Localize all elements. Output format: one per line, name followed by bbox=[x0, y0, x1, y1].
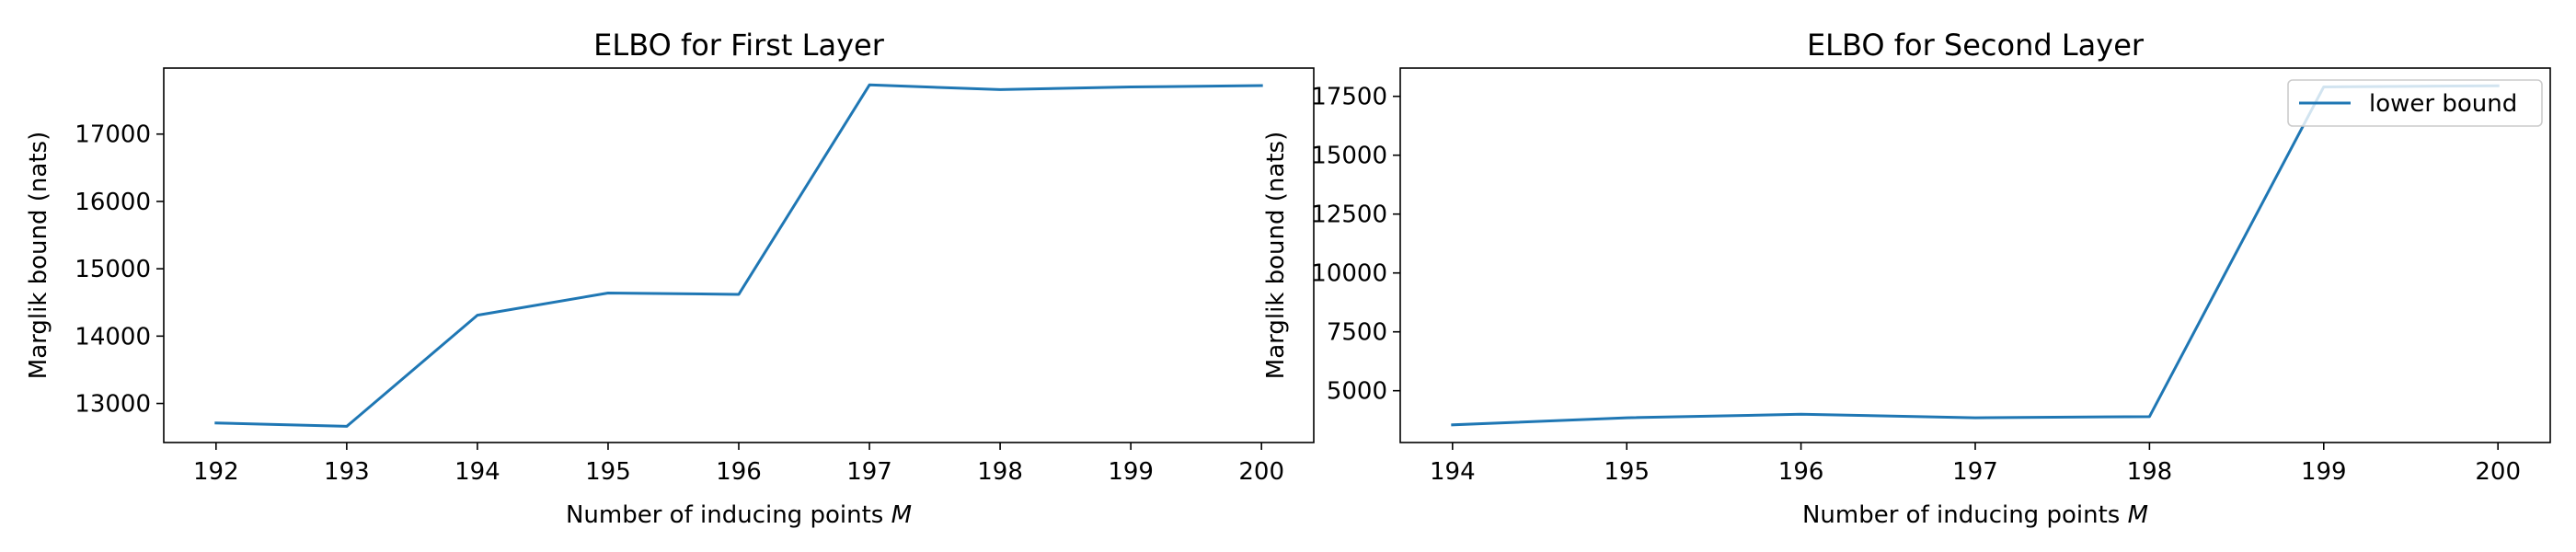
legend-box bbox=[2287, 79, 2543, 127]
x-tick-label: 193 bbox=[324, 458, 370, 486]
x-tick-label: 196 bbox=[1778, 458, 1824, 486]
y-tick-label: 13000 bbox=[75, 391, 151, 419]
y-tick-label: 7500 bbox=[1327, 319, 1387, 347]
y-tick-label: 12500 bbox=[1311, 201, 1387, 229]
x-axis-label-symbol: M bbox=[891, 501, 912, 529]
x-tick-label: 197 bbox=[1952, 458, 1998, 486]
x-tick-label: 195 bbox=[1604, 458, 1650, 486]
y-tick-label: 17000 bbox=[75, 121, 151, 149]
x-axis-label-text: Number of inducing points bbox=[566, 501, 883, 529]
x-tick-label: 194 bbox=[454, 458, 500, 486]
x-axis-label: Number of inducing points M bbox=[566, 501, 912, 529]
x-tick-label: 192 bbox=[193, 458, 239, 486]
chart-title: ELBO for First Layer bbox=[593, 28, 885, 63]
chart-first-layer: ELBO for First Layer 192 193 194 195 196 197 19… bbox=[25, 28, 1315, 529]
legend-label: lower bound bbox=[2369, 90, 2517, 118]
x-tick-label: 197 bbox=[846, 458, 892, 486]
y-tick-label: 14000 bbox=[75, 323, 151, 351]
y-tick-label: 15000 bbox=[75, 256, 151, 283]
chart-title: ELBO for Second Layer bbox=[1807, 28, 2145, 63]
plot-frame bbox=[1399, 67, 2551, 443]
x-tick-label: 198 bbox=[977, 458, 1023, 486]
x-axis-label-symbol: M bbox=[2128, 501, 2148, 529]
y-tick-label: 10000 bbox=[1311, 260, 1387, 288]
x-tick-label: 196 bbox=[716, 458, 762, 486]
plot-frame bbox=[163, 67, 1315, 443]
x-tick-label: 195 bbox=[585, 458, 631, 486]
chart-second-layer: ELBO for Second Layer 194 195 196 197 198 199 2… bbox=[1262, 28, 2551, 529]
x-tick-label: 199 bbox=[1108, 458, 1154, 486]
series-line bbox=[1451, 84, 2500, 427]
y-axis-label: Marglik bound (nats) bbox=[1262, 132, 1290, 379]
y-axis-label: Marglik bound (nats) bbox=[25, 132, 52, 379]
y-tick-label: 16000 bbox=[75, 189, 151, 216]
series-line bbox=[214, 83, 1263, 428]
x-tick-label: 198 bbox=[2127, 458, 2173, 486]
y-tick-label: 17500 bbox=[1311, 84, 1387, 111]
y-tick-label: 5000 bbox=[1327, 378, 1387, 406]
x-tick-label: 200 bbox=[1238, 458, 1284, 486]
y-tick-label: 15000 bbox=[1311, 143, 1387, 170]
x-axis-label-text: Number of inducing points bbox=[1802, 501, 2120, 529]
x-tick-label: 199 bbox=[2301, 458, 2347, 486]
x-tick-label: 194 bbox=[1430, 458, 1476, 486]
x-tick-label: 200 bbox=[2475, 458, 2521, 486]
x-axis-label: Number of inducing points M bbox=[1802, 501, 2148, 529]
legend: lower bound bbox=[2287, 79, 2543, 127]
